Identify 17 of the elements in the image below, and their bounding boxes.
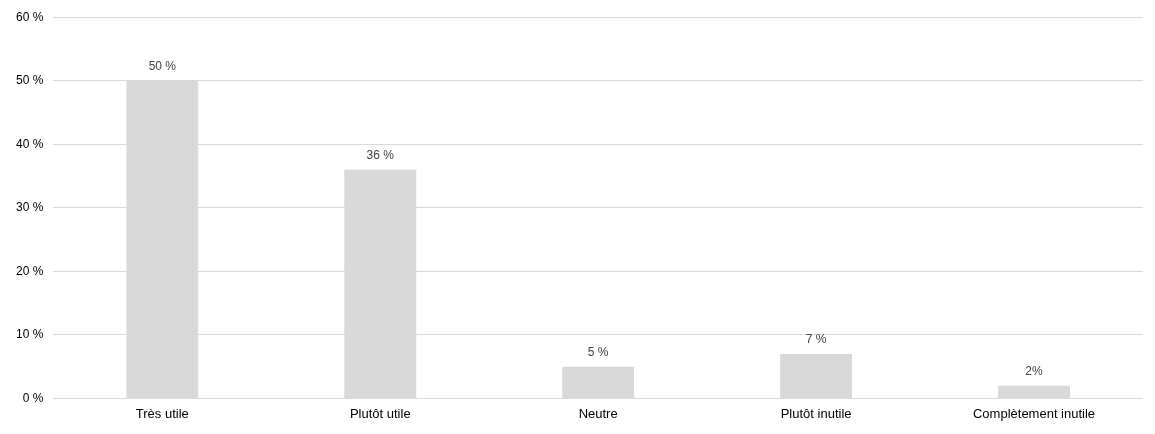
x-tick-label: Complètement inutile — [972, 405, 1096, 421]
y-tick-label: 20 % — [15, 263, 44, 278]
x-tick-label: Plutôt inutile — [780, 405, 852, 421]
data-label: 7 % — [805, 332, 827, 347]
x-tick-label: Neutre — [578, 405, 618, 421]
y-tick-label: 60 % — [15, 9, 44, 24]
x-tick-label: Très utile — [135, 405, 189, 421]
y-tick-label: 0 % — [22, 390, 44, 405]
y-tick-label: 50 % — [15, 73, 44, 88]
data-label: 5 % — [587, 344, 609, 359]
y-tick-label: 30 % — [15, 200, 44, 215]
y-tick-label: 40 % — [15, 136, 44, 151]
data-label: 2% — [1025, 364, 1044, 379]
data-label: 36 % — [366, 147, 395, 162]
y-tick-label: 10 % — [15, 327, 44, 342]
x-tick-label: Plutôt utile — [349, 405, 411, 421]
data-label: 50 % — [148, 59, 177, 74]
